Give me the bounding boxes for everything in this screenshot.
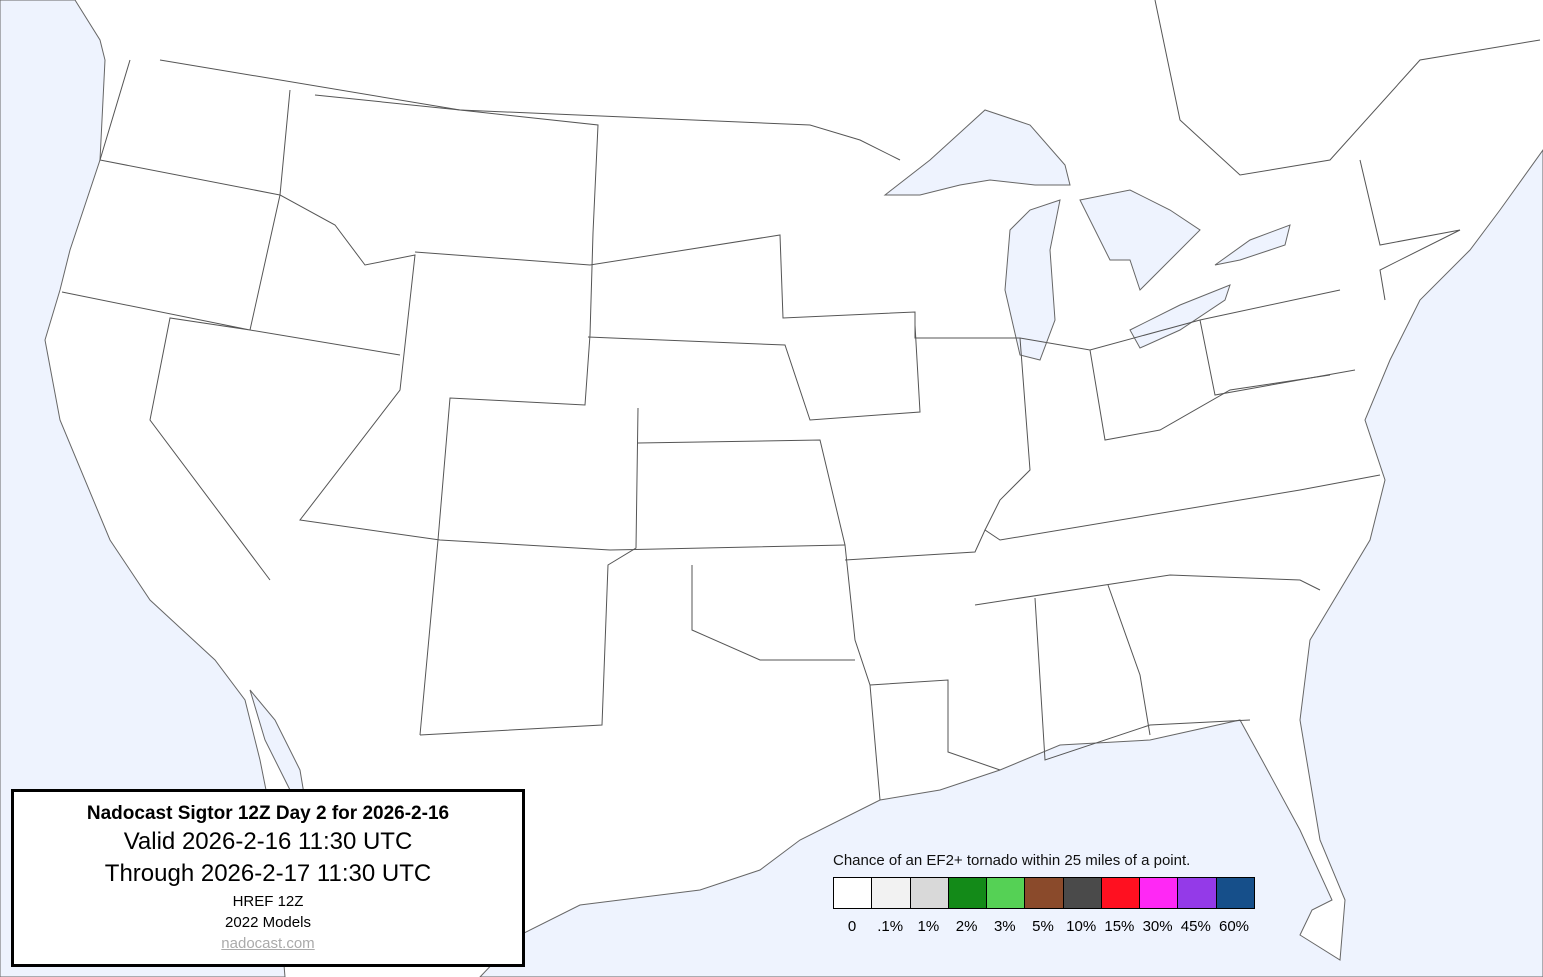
- legend-swatch: [948, 878, 988, 908]
- gulf-and-atlantic: [479, 149, 1543, 977]
- state-lines: [691, 565, 855, 661]
- canada-border: [159, 59, 901, 161]
- legend-label: 5%: [1032, 918, 1054, 935]
- state-lines: [314, 94, 599, 736]
- legend-labels: 0 .1% 1% 2% 3% 5% 10% 15% 30% 45% 60%: [833, 918, 1255, 938]
- state-lines: [869, 679, 1001, 771]
- state-lines: [844, 474, 1381, 561]
- nadocast-link[interactable]: nadocast.com: [221, 935, 315, 952]
- lake-ontario: [1214, 224, 1291, 266]
- legend-swatch: [1025, 878, 1064, 908]
- legend-swatch: [1140, 878, 1179, 908]
- legend-swatch: [834, 878, 873, 908]
- through-time: Through 2026-2-17 11:30 UTC: [104, 860, 432, 887]
- lake-superior: [883, 109, 1071, 196]
- legend-swatch: [1178, 878, 1217, 908]
- state-lines: [1107, 584, 1151, 736]
- legend-label: 1%: [917, 918, 940, 935]
- legend-label: 3%: [993, 918, 1016, 935]
- valid-time: Valid 2026-2-16 11:30 UTC: [123, 828, 413, 855]
- legend-label: 30%: [1142, 918, 1173, 935]
- legend-label: 0: [847, 918, 857, 935]
- state-lines: [61, 291, 271, 581]
- state-lines: [1089, 349, 1331, 441]
- legend-label: 60%: [1218, 918, 1250, 935]
- state-lines: [974, 574, 1321, 606]
- legend-swatch: [1216, 878, 1254, 908]
- legend-label: .1%: [877, 918, 904, 935]
- lake-michigan: [1004, 199, 1061, 361]
- legend-swatch: [910, 878, 949, 908]
- legend-label: 15%: [1104, 918, 1135, 935]
- model-run: HREF 12Z: [232, 893, 304, 910]
- state-lines: [419, 407, 639, 736]
- legend-label: 45%: [1180, 918, 1211, 935]
- legend-swatch: [1063, 878, 1102, 908]
- lake-huron: [1079, 189, 1201, 291]
- legend-title: Chance of an EF2+ tornado within 25 mile…: [833, 852, 1191, 869]
- legend-swatches: [833, 877, 1255, 909]
- state-lines: [637, 439, 881, 801]
- state-lines: [1359, 159, 1461, 301]
- legend-label: 10%: [1066, 918, 1097, 935]
- map-title: Nadocast Sigtor 12Z Day 2 for 2026-2-16: [86, 803, 450, 824]
- legend-swatch: [872, 878, 911, 908]
- legend-swatch: [1101, 878, 1141, 908]
- state-lines: [99, 59, 401, 356]
- legend-swatch: [987, 878, 1026, 908]
- state-lines: [1199, 319, 1356, 396]
- state-lines: [414, 234, 1341, 351]
- state-lines: [279, 89, 846, 551]
- state-lines: [1034, 597, 1251, 761]
- models-version: 2022 Models: [225, 914, 311, 931]
- legend: Chance of an EF2+ tornado within 25 mile…: [833, 852, 1255, 938]
- state-lines: [1154, 0, 1541, 176]
- state-lines: [587, 324, 921, 421]
- state-lines: [984, 337, 1031, 531]
- title-box: Nadocast Sigtor 12Z Day 2 for 2026-2-16 …: [11, 789, 525, 967]
- legend-label: 2%: [955, 918, 978, 935]
